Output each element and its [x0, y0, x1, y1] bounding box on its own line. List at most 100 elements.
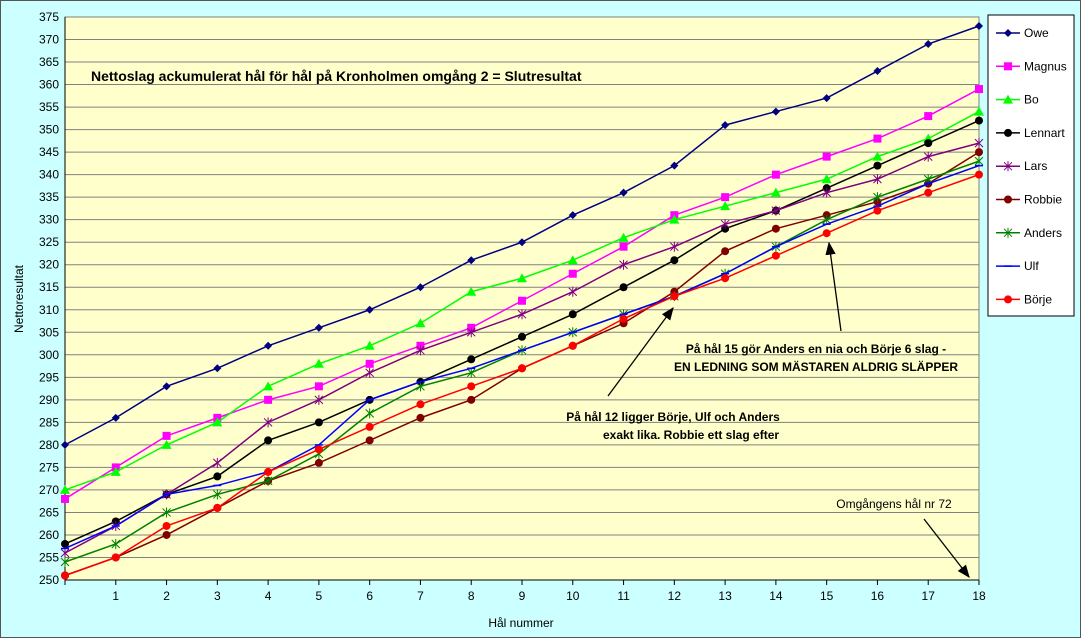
data-point-magnus: [518, 296, 526, 305]
data-point-lennart: [670, 256, 679, 265]
data-point-magnus: [314, 382, 323, 391]
legend-label-lennart: Lennart: [1024, 126, 1065, 140]
data-point-lars: [466, 327, 476, 338]
data-point-bo: [720, 201, 731, 211]
data-point-lennart: [568, 310, 577, 319]
x-tick-label: 18: [972, 589, 986, 603]
x-tick-label: 15: [820, 589, 834, 603]
legend-marker-bo: [1003, 94, 1013, 104]
y-tick-label: 320: [39, 258, 59, 272]
data-point-brje: [467, 382, 476, 391]
y-axis-label: Nettoresultat: [12, 264, 26, 333]
legend-marker-anders: [1003, 227, 1013, 238]
data-point-owe: [721, 121, 730, 130]
legend-marker-owe: [1004, 29, 1012, 37]
data-point-lars: [873, 174, 882, 185]
data-point-lennart: [975, 116, 983, 125]
y-tick-label: 315: [39, 280, 59, 294]
data-point-lars: [923, 151, 933, 162]
data-point-bo: [313, 358, 324, 368]
data-point-lennart: [61, 539, 69, 548]
data-point-owe: [873, 67, 882, 76]
legend-marker-magnus: [1004, 62, 1012, 71]
legend-label-owe: Owe: [1024, 26, 1049, 40]
data-point-bo: [110, 466, 121, 476]
data-point-magnus: [162, 431, 171, 440]
data-point-robbie: [975, 148, 983, 157]
y-tick-label: 285: [39, 415, 59, 429]
data-point-lars: [212, 457, 222, 468]
data-point-bo: [821, 174, 832, 184]
data-point-bo: [263, 381, 274, 391]
y-tick-label: 310: [39, 303, 59, 317]
data-point-lennart: [213, 472, 222, 481]
data-point-brje: [670, 292, 679, 301]
data-point-lars: [60, 547, 70, 558]
legend-label-brje: Börje: [1024, 292, 1052, 306]
legend-item-owe: Owe: [996, 26, 1049, 40]
x-tick-label: 9: [519, 589, 526, 603]
x-axis-label: Hål nummer: [488, 616, 553, 630]
data-point-lars: [365, 367, 375, 378]
legend-item-robbie: Robbie: [996, 193, 1062, 207]
x-tick-label: 6: [366, 589, 373, 603]
data-point-magnus: [365, 359, 374, 368]
annotation-hole12-arrow: [607, 306, 674, 397]
x-tick-label: 8: [468, 589, 475, 603]
data-point-anders: [466, 367, 476, 378]
data-point-owe: [61, 440, 69, 449]
y-tick-label: 375: [39, 10, 59, 24]
data-point-lars: [720, 219, 730, 230]
x-tick-label: 7: [417, 589, 424, 603]
legend-label-magnus: Magnus: [1024, 59, 1067, 73]
data-point-brje: [213, 503, 222, 512]
annotation-hole12-line2: exakt lika. Robbie ett slag efter: [603, 428, 779, 442]
data-point-bo: [466, 286, 477, 296]
data-point-bo: [567, 255, 578, 265]
y-tick-label: 350: [39, 123, 59, 137]
series-owe: [61, 22, 983, 449]
data-point-brje: [162, 521, 171, 530]
data-point-bo: [618, 232, 629, 242]
data-point-owe: [975, 22, 983, 31]
data-point-brje: [61, 571, 69, 580]
data-point-brje: [822, 229, 831, 238]
annotation-hole72-arrow: [923, 518, 970, 579]
data-point-anders: [212, 489, 222, 500]
data-point-brje: [619, 314, 628, 323]
data-point-lennart: [264, 436, 273, 445]
y-tick-label: 345: [39, 145, 59, 159]
data-point-anders: [873, 192, 882, 203]
data-point-magnus: [975, 85, 983, 94]
x-tick-label: 4: [265, 589, 272, 603]
chart-title: Nettoslag ackumulerat hål för hål på Kro…: [91, 68, 582, 84]
data-point-owe: [568, 211, 577, 220]
data-point-lennart: [518, 332, 526, 341]
y-tick-label: 265: [39, 505, 59, 519]
data-point-lars: [669, 241, 679, 252]
data-point-lars: [314, 394, 324, 405]
data-point-owe: [518, 238, 526, 247]
x-tick-label: 1: [112, 589, 119, 603]
data-point-anders: [974, 156, 984, 167]
data-point-anders: [822, 214, 832, 225]
legend-item-brje: Börje: [996, 292, 1052, 306]
data-point-bo: [770, 187, 781, 197]
y-tick-label: 295: [39, 370, 59, 384]
data-point-lars: [568, 286, 578, 297]
data-point-owe: [822, 94, 831, 103]
legend-label-ulf: Ulf: [1024, 259, 1039, 273]
legend-item-anders: Anders: [996, 226, 1062, 240]
x-tick-label: 14: [769, 589, 783, 603]
data-point-magnus: [771, 170, 780, 179]
data-point-lars: [822, 187, 832, 198]
legend-label-bo: Bo: [1024, 93, 1039, 107]
series-bo: [60, 106, 984, 494]
x-tick-label: 2: [163, 589, 170, 603]
data-point-brje: [111, 553, 120, 562]
x-tick-label: 11: [617, 589, 630, 603]
y-tick-label: 370: [39, 33, 59, 47]
data-point-anders: [111, 538, 121, 549]
